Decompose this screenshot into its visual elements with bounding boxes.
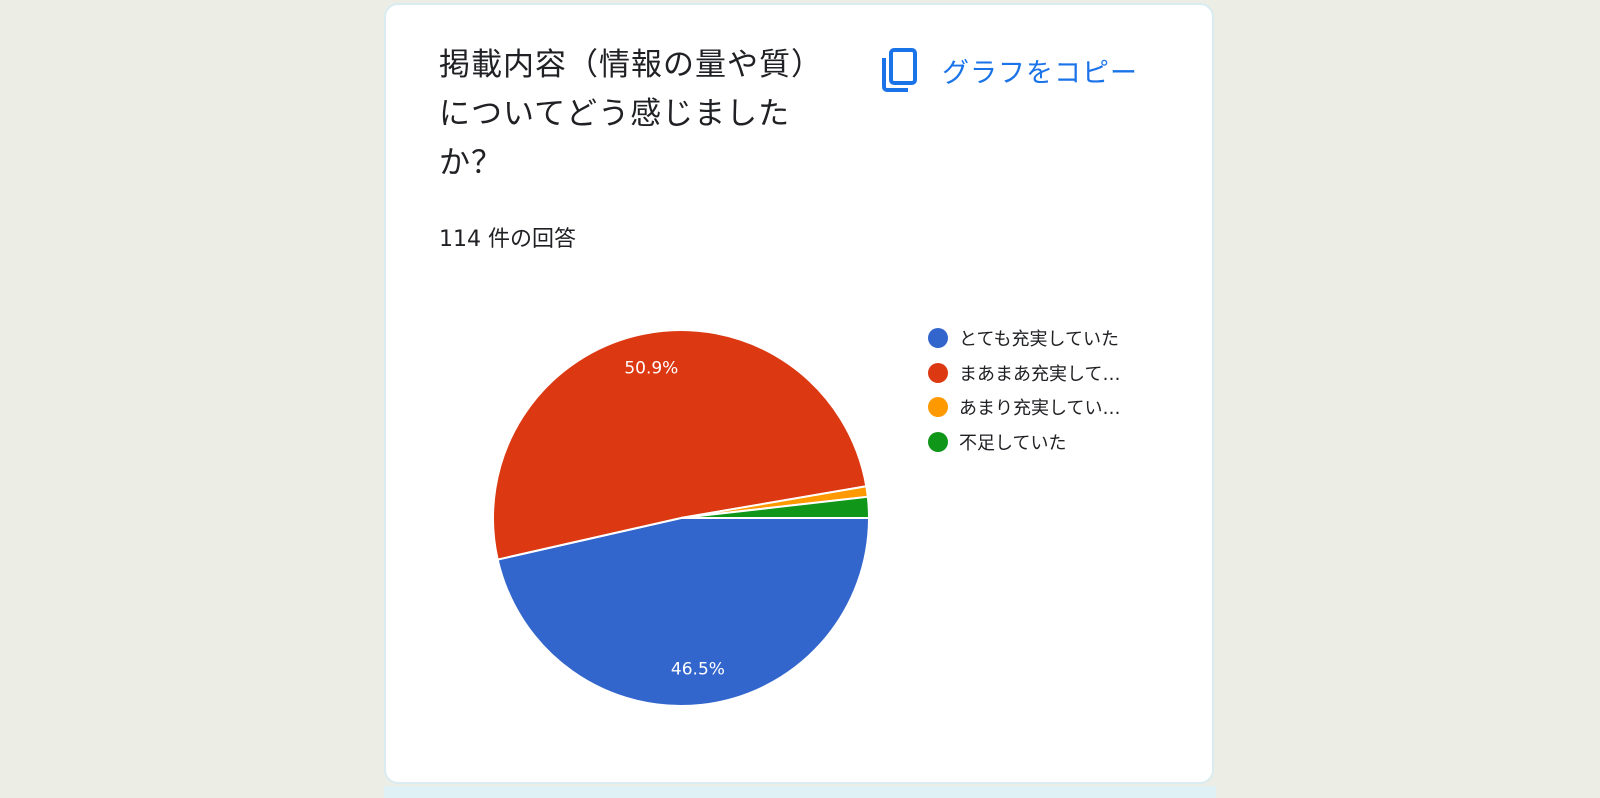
copy-chart-label: グラフをコピー (942, 57, 1138, 89)
legend-label: 不足していた (959, 432, 1067, 454)
chart-legend: とても充実していた まあまあ充実して… あまり充実してい… 不足していた (928, 321, 1120, 459)
slice-percent-label: 46.5% (671, 659, 725, 679)
legend-item[interactable]: あまり充実してい… (928, 390, 1120, 425)
legend-label: まあまあ充実して… (959, 363, 1121, 385)
legend-item[interactable]: 不足していた (928, 425, 1120, 460)
legend-dot-icon (928, 328, 948, 349)
legend-dot-icon (928, 397, 948, 418)
legend-label: あまり充実してい… (959, 398, 1121, 420)
pie-chart: 46.5% 50.9% (492, 329, 871, 707)
response-count: 114 件の回答 (439, 227, 576, 252)
card-bottom-strip (384, 786, 1216, 798)
legend-dot-icon (928, 431, 948, 452)
legend-item[interactable]: とても充実していた (928, 321, 1120, 356)
copy-icon (882, 48, 917, 92)
legend-item[interactable]: まあまあ充実して… (928, 356, 1120, 391)
legend-dot-icon (928, 362, 948, 383)
slice-percent-label: 50.9% (624, 359, 678, 379)
chart-card: 掲載内容（情報の量や質）についてどう感じましたか？ 114 件の回答 グラフをコ… (384, 3, 1214, 784)
pie-slice[interactable] (496, 517, 871, 707)
pie-slice[interactable] (680, 495, 871, 519)
question-title: 掲載内容（情報の量や質）についてどう感じましたか？ (439, 47, 823, 181)
legend-label: とても充実していた (959, 329, 1120, 351)
copy-chart-button[interactable]: グラフをコピー (880, 47, 1138, 93)
